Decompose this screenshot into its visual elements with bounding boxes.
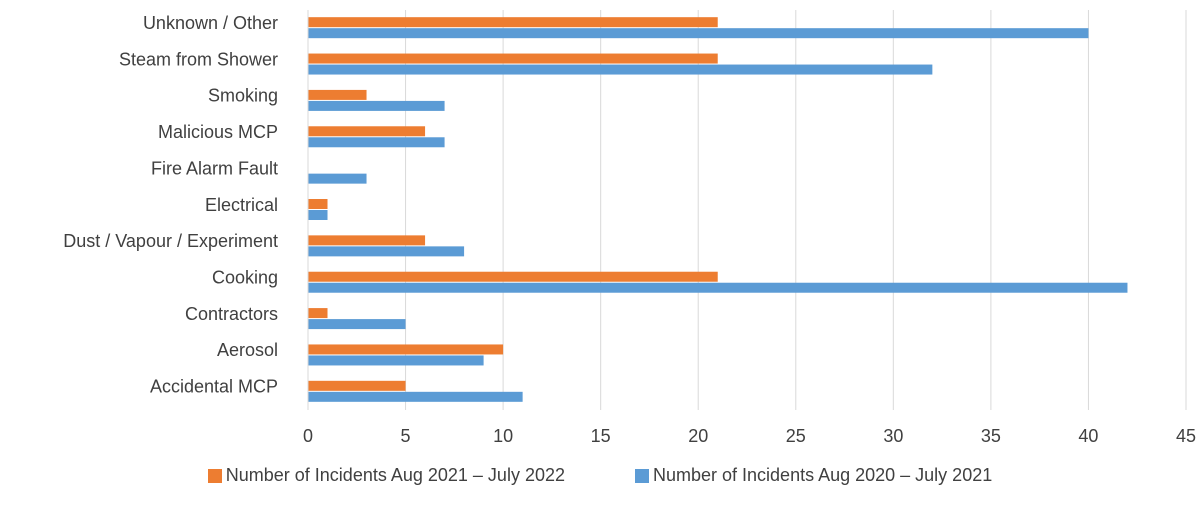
x-tick-label: 15 (591, 426, 611, 446)
legend: Number of Incidents Aug 2021 – July 2022… (0, 465, 1200, 486)
x-tick-label: 35 (981, 426, 1001, 446)
bar-2020-2021 (308, 319, 406, 330)
legend-item-2021-2022: Number of Incidents Aug 2021 – July 2022 (207, 465, 565, 486)
bar-2020-2021 (308, 282, 1128, 293)
legend-label: Number of Incidents Aug 2021 – July 2022 (225, 465, 565, 485)
legend-item-2020-2021: Number of Incidents Aug 2020 – July 2021 (635, 465, 992, 486)
category-label: Accidental MCP (150, 377, 278, 397)
category-label: Fire Alarm Fault (151, 158, 278, 178)
bar-2021-2022 (308, 89, 367, 100)
category-label: Malicious MCP (158, 122, 278, 142)
category-label: Steam from Shower (119, 49, 278, 69)
bar-2021-2022 (308, 199, 328, 209)
bar-2021-2022 (308, 53, 718, 64)
category-label: Cooking (212, 267, 278, 287)
bar-2021-2022 (308, 344, 504, 355)
x-tick-label: 40 (1078, 426, 1098, 446)
bar-2020-2021 (308, 173, 367, 184)
x-tick-label: 10 (493, 426, 513, 446)
x-tick-label: 5 (401, 426, 411, 446)
x-tick-label: 0 (303, 426, 313, 446)
bar-2020-2021 (308, 210, 328, 220)
bar-2021-2022 (308, 17, 718, 28)
bar-2021-2022 (308, 235, 426, 246)
bar-2021-2022 (308, 271, 718, 282)
category-label: Dust / Vapour / Experiment (63, 231, 278, 251)
category-label: Unknown / Other (143, 13, 278, 33)
bar-2020-2021 (308, 391, 523, 402)
bar-2020-2021 (308, 137, 445, 148)
x-tick-label: 45 (1176, 426, 1196, 446)
bar-2020-2021 (308, 100, 445, 111)
legend-swatch-blue (635, 468, 649, 483)
bar-2020-2021 (308, 355, 484, 366)
category-label: Aerosol (217, 340, 278, 360)
bar-2021-2022 (308, 380, 406, 391)
legend-label: Number of Incidents Aug 2020 – July 2021 (653, 465, 993, 485)
category-label: Smoking (208, 86, 278, 106)
category-label: Contractors (185, 304, 278, 324)
bar-2020-2021 (308, 246, 465, 257)
bar-2020-2021 (308, 64, 933, 75)
legend-swatch-orange (207, 468, 222, 483)
x-tick-label: 30 (883, 426, 903, 446)
bar-2021-2022 (308, 308, 328, 319)
x-tick-label: 25 (786, 426, 806, 446)
x-tick-label: 20 (688, 426, 708, 446)
bar-2020-2021 (308, 28, 1089, 39)
category-label: Electrical (205, 195, 278, 215)
bar-2021-2022 (308, 126, 426, 137)
